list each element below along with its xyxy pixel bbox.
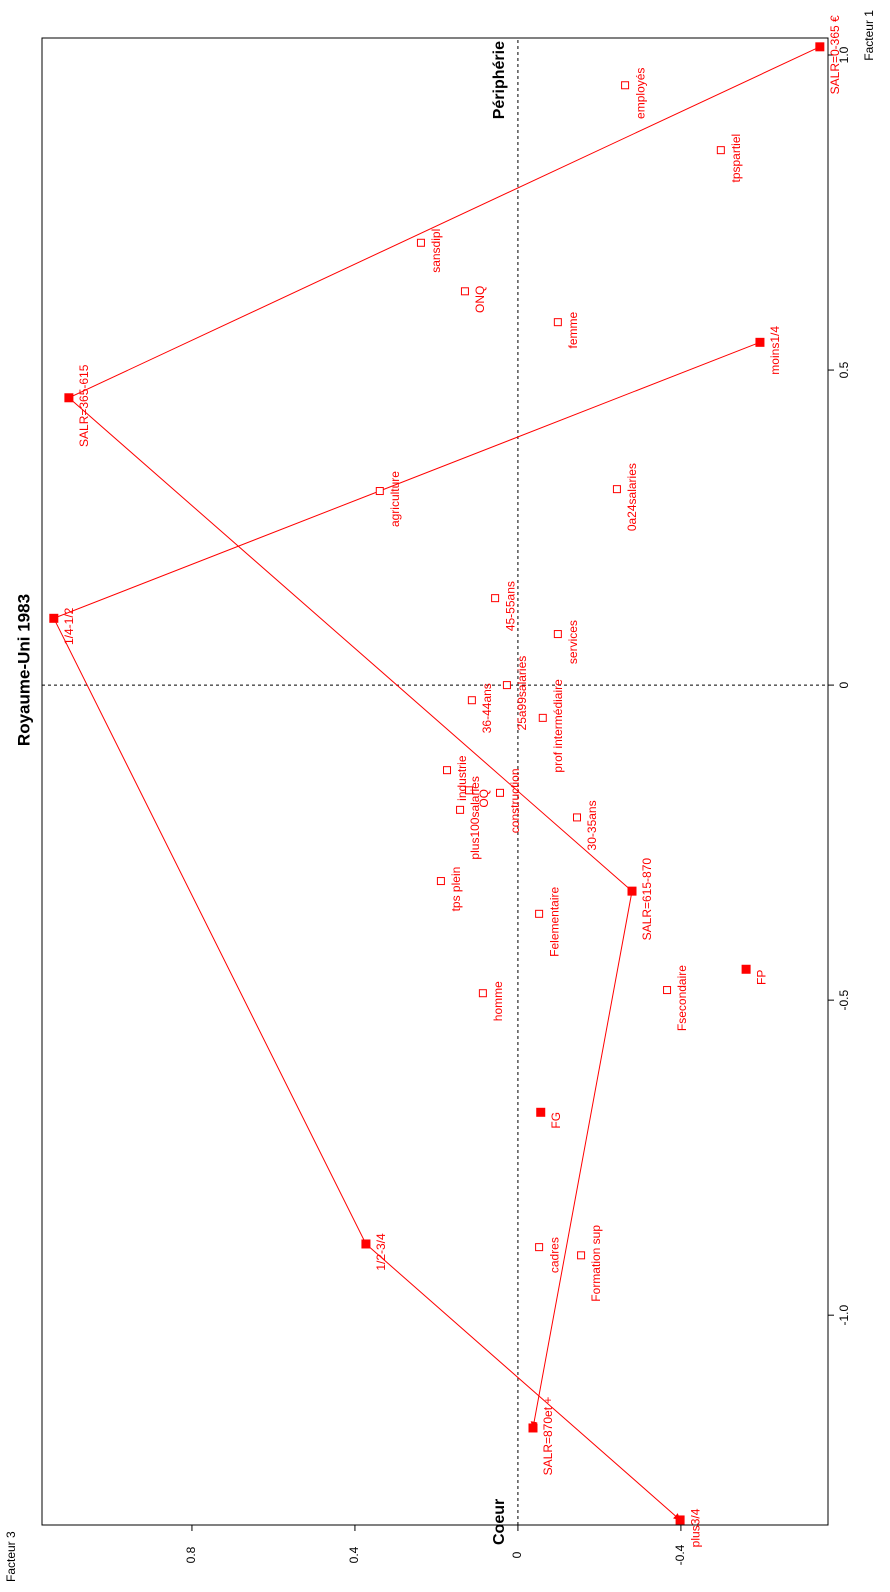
point [443,766,452,775]
point [612,485,621,494]
x-axis-label: Facteur 1 [862,10,876,61]
point [456,805,465,814]
point [436,877,445,886]
point-label: 1/4-1/2 [62,607,76,645]
point [49,613,59,623]
point-label: moins1/4 [768,326,782,375]
point-label: ONQ [473,286,487,313]
y-tick-label: -0.4 [673,1544,687,1565]
point [375,487,384,496]
point [64,393,74,403]
point-label: 25a99salaries [515,656,529,731]
point-label: SALR=870et + [541,1397,555,1476]
point-label: 0a24salaries [625,463,639,531]
x-tick-label: 0.5 [837,361,851,378]
point [553,630,562,639]
point-label: FG [549,1112,563,1129]
point-label: plus100salaries [468,776,482,859]
point [535,1243,544,1252]
point-label: 45-55ans [503,581,517,631]
point-label: 30-35ans [585,800,599,850]
annotation: Périphérie [491,41,508,119]
point [755,337,765,347]
point-label: prof intermédiaire [551,679,565,773]
point-label: plus3/4 [688,1508,702,1547]
point [627,886,637,896]
point-label: Formation sup [589,1225,603,1302]
point-label: SALR=615-870 [640,858,654,941]
point [491,594,500,603]
point [465,786,474,795]
point [478,989,487,998]
point-label: 1/2-3/4 [374,1233,388,1271]
point [663,986,672,995]
annotation: Coeur [491,1499,508,1545]
chart-title: Royaume-Uni 1983 [14,594,33,746]
x-tick-label: -1.0 [837,1305,851,1326]
point [716,146,725,155]
point [460,287,469,296]
point [416,238,425,247]
y-tick-label: 0.4 [347,1546,361,1563]
trajectory-line [67,46,821,1429]
point [528,1423,538,1433]
x-tick-label: 0 [837,681,851,688]
point [621,81,630,90]
point-label: employés [633,68,647,119]
point-label: tps plein [449,867,463,912]
point-label: OQ [477,789,491,808]
point [495,788,504,797]
point [553,318,562,327]
point [535,909,544,918]
point-label: sansdipl [429,229,443,273]
point [502,681,511,690]
point [815,42,825,52]
point [741,964,751,974]
point [536,1107,546,1117]
y-axis-label: Facteur 3 [4,1531,18,1582]
point-label: tpspartiel [729,134,743,183]
x-tick-label: 1.0 [837,46,851,63]
point-label: FP [754,970,768,985]
trajectory-line [53,341,761,1521]
point [538,713,547,722]
point-label: construction [508,768,522,833]
point-label: SALR=0-365 € [828,15,842,94]
point-label: Fsecondaire [675,965,689,1031]
point-label: cadres [547,1237,561,1273]
y-tick-label: 0 [510,1551,524,1558]
y-tick-label: 0.8 [184,1546,198,1563]
point-label: agriculture [388,471,402,527]
point [577,1251,586,1260]
point-label: services [566,620,580,664]
point-label: femme [566,312,580,349]
plot-frame [41,37,829,1526]
x-tick-label: -0.5 [837,989,851,1010]
point [573,813,582,822]
point-label: homme [491,981,505,1021]
point [675,1515,685,1525]
rotated-plot: Royaume-Uni 1983 Facteur 1 Facteur 3 -1.… [4,10,876,1582]
point-label: SALR=365-615 [77,364,91,447]
point-label: Felementaire [547,886,561,956]
point-label: 36-44ans [480,683,494,733]
point [467,696,476,705]
point [361,1239,371,1249]
